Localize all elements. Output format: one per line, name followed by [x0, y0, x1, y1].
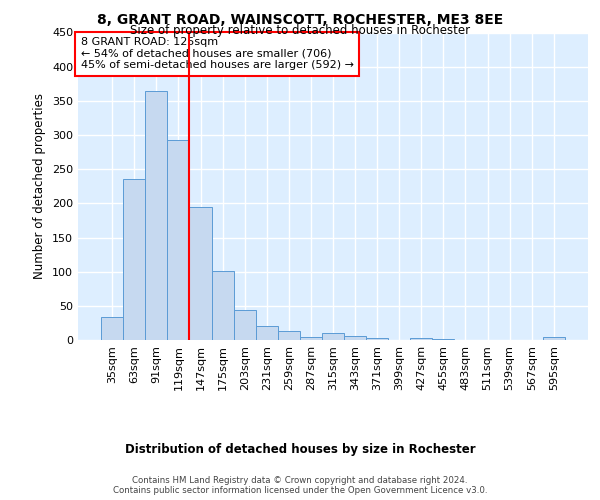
Text: 8, GRANT ROAD, WAINSCOTT, ROCHESTER, ME3 8EE: 8, GRANT ROAD, WAINSCOTT, ROCHESTER, ME3… [97, 12, 503, 26]
Bar [322, 333, 344, 340]
Bar [543, 338, 565, 340]
Bar [410, 338, 433, 340]
Bar [123, 180, 145, 340]
Bar [344, 336, 366, 340]
Bar [167, 140, 190, 340]
Text: 8 GRANT ROAD: 125sqm
← 54% of detached houses are smaller (706)
45% of semi-deta: 8 GRANT ROAD: 125sqm ← 54% of detached h… [80, 37, 353, 70]
Text: Distribution of detached houses by size in Rochester: Distribution of detached houses by size … [125, 442, 475, 456]
Bar [300, 336, 322, 340]
Text: Contains HM Land Registry data © Crown copyright and database right 2024.
Contai: Contains HM Land Registry data © Crown c… [113, 476, 487, 495]
Bar [233, 310, 256, 340]
Bar [190, 207, 212, 340]
Bar [366, 338, 388, 340]
Bar [278, 331, 300, 340]
Bar [145, 90, 167, 340]
Bar [101, 318, 123, 340]
Y-axis label: Number of detached properties: Number of detached properties [34, 93, 46, 279]
Text: Size of property relative to detached houses in Rochester: Size of property relative to detached ho… [130, 24, 470, 37]
Bar [212, 271, 233, 340]
Bar [256, 326, 278, 340]
